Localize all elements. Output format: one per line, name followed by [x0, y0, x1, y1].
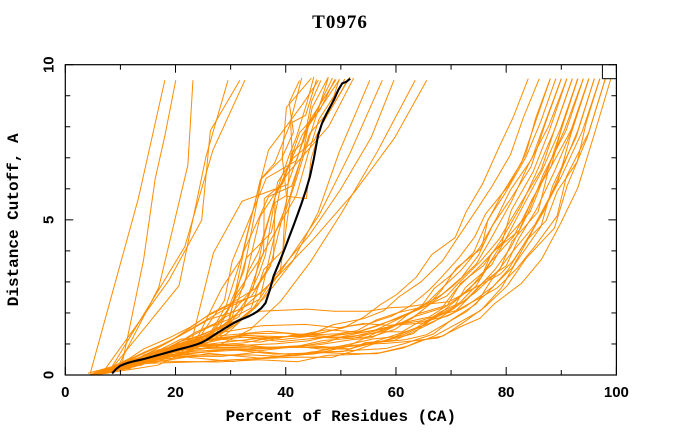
svg-text:80: 80: [498, 384, 515, 401]
svg-text:40: 40: [277, 384, 294, 401]
svg-text:5: 5: [40, 216, 57, 224]
svg-text:T0976: T0976: [312, 12, 368, 33]
svg-text:60: 60: [388, 384, 405, 401]
svg-text:Distance Cutoff, A: Distance Cutoff, A: [5, 133, 23, 306]
svg-text:Percent of Residues (CA): Percent of Residues (CA): [226, 408, 456, 426]
svg-text:20: 20: [167, 384, 184, 401]
svg-text:100: 100: [604, 384, 629, 401]
svg-text:10: 10: [40, 56, 57, 73]
svg-text:0: 0: [40, 371, 57, 379]
svg-text:0: 0: [61, 384, 69, 401]
